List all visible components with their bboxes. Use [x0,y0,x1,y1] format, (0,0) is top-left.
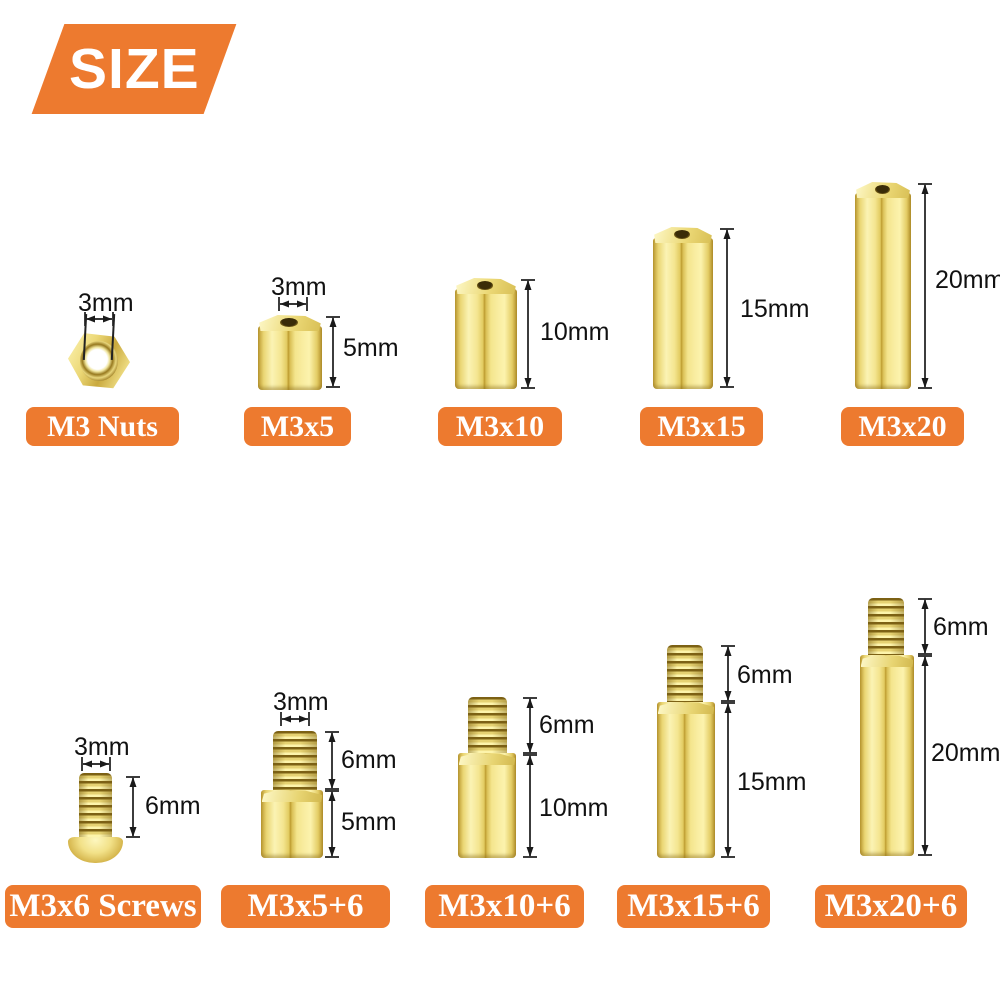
dim-height-label: 20mm [935,266,1000,294]
height-dimension-arrow [326,316,340,388]
dim-width-label: 3mm [78,289,134,317]
dim-thread-label: 6mm [737,661,793,689]
dim-width-label: 3mm [273,688,329,716]
thread-dimension-arrow [325,731,339,790]
label-m3x10: M3x10 [438,407,562,446]
body-dimension-arrow [523,754,537,858]
standoff-threaded-hole [280,318,298,327]
dim-width-label: 3mm [271,273,327,301]
standoff-body [855,193,911,389]
thread-stud [273,731,317,790]
label-m3x15-6: M3x15+6 [617,885,770,928]
thread-stud [868,598,904,656]
label-m3x6-screws: M3x6 Screws [5,885,201,928]
label-m3x10-6: M3x10+6 [425,885,584,928]
hex-standoff-photo [855,182,911,389]
thread-dimension-arrow [918,598,932,655]
height-dimension-arrow [918,183,932,389]
dim-body-label: 20mm [931,739,1000,767]
screw-thread [79,773,112,837]
standoff-body [458,753,516,858]
standoff-body [657,702,715,858]
width-dimension-arrow [280,712,310,726]
standoff-body [258,326,322,390]
hex-standoff-photo [455,278,517,389]
width-dimension-arrow [84,312,114,326]
width-dimension-arrow [278,297,308,311]
hex-nut-top-photo [68,333,130,389]
dim-height-label: 6mm [145,792,201,820]
hex-body [860,655,914,856]
body-dimension-arrow [325,790,339,858]
thread-dimension-arrow [721,645,735,702]
standoff-threaded-hole [874,185,890,194]
standoff-body [860,655,914,856]
dim-height-label: 15mm [740,295,810,323]
dim-thread-label: 6mm [341,746,397,774]
width-dimension-arrow [81,757,111,771]
hex-body [458,753,516,858]
screw-head [68,837,123,863]
body-top-facet [458,753,516,765]
body-top-facet [860,655,914,667]
height-dimension-arrow [521,279,535,389]
height-dimension-arrow [126,776,140,838]
hex-body [657,702,715,858]
standoff-threaded-hole [674,230,691,239]
thread-stud [468,697,507,754]
dim-body-label: 15mm [737,768,807,796]
body-top-facet [261,790,323,802]
label-m3-nuts: M3 Nuts [26,407,179,446]
hex-body [261,790,323,858]
body-top-facet [657,702,715,714]
body-dimension-arrow [918,655,932,856]
dim-width-label: 3mm [74,733,130,761]
size-banner: SIZE [31,24,237,114]
hex-standoff-photo [653,227,713,389]
standoff-threaded-hole [476,281,494,290]
thread-stud [667,645,703,703]
dim-body-label: 10mm [539,794,609,822]
dim-thread-label: 6mm [933,613,989,641]
label-m3x15: M3x15 [640,407,763,446]
label-m3x5: M3x5 [244,407,351,446]
dim-thread-label: 6mm [539,711,595,739]
dim-body-label: 5mm [341,808,397,836]
dim-height-label: 10mm [540,318,610,346]
label-m3x5-6: M3x5+6 [221,885,390,928]
size-banner-title: SIZE [68,37,200,101]
standoff-body [455,289,517,389]
dim-height-label: 5mm [343,334,399,362]
thread-dimension-arrow [523,697,537,754]
hex-standoff-photo [258,315,322,390]
label-m3x20-6: M3x20+6 [815,885,967,928]
body-dimension-arrow [721,702,735,858]
standoff-body [653,238,713,389]
label-m3x20: M3x20 [841,407,964,446]
height-dimension-arrow [720,228,734,388]
